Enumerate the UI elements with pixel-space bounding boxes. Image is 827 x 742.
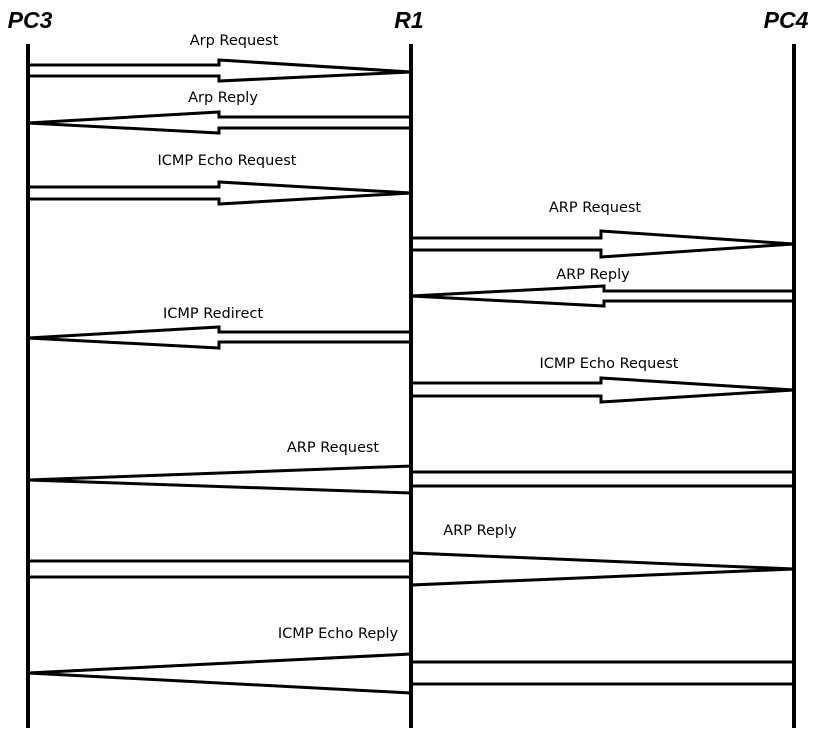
message-label: Arp Reply <box>188 90 258 106</box>
arrow-icmp-echo-request-r1-to-pc4 <box>409 376 795 404</box>
arrow-arp-reply-pc4-to-r1 <box>410 284 796 308</box>
arrow-arp-reply-r1-to-pc3 <box>27 110 413 135</box>
message-label: ARP Request <box>287 440 380 456</box>
message-label: Arp Request <box>190 33 279 49</box>
node-label-pc4: PC4 <box>764 7 809 33</box>
message-label: ICMP Echo Request <box>158 153 297 169</box>
arrow-arp-request-r1-to-pc4 <box>409 229 795 259</box>
message-labels: Arp Request Arp Reply ICMP Echo Request … <box>158 33 679 642</box>
lifelines-overlay <box>26 44 796 728</box>
message-label: ARP Reply <box>556 267 630 283</box>
arrow-icmp-redirect-r1-to-pc3 <box>27 325 413 350</box>
message-label: ARP Reply <box>443 523 517 539</box>
message-label: ICMP Echo Request <box>540 356 679 372</box>
message-label: ICMP Echo Reply <box>278 626 399 642</box>
node-titles: PC3 R1 PC4 <box>8 7 809 33</box>
node-label-pc3: PC3 <box>8 7 53 33</box>
node-label-r1: R1 <box>394 7 423 33</box>
arrow-arp-request-pc3-to-r1 <box>26 58 412 83</box>
message-label: ICMP Redirect <box>163 306 263 322</box>
message-label: ARP Request <box>549 200 642 216</box>
arrow-icmp-echo-request-pc3-to-r1 <box>26 180 412 206</box>
